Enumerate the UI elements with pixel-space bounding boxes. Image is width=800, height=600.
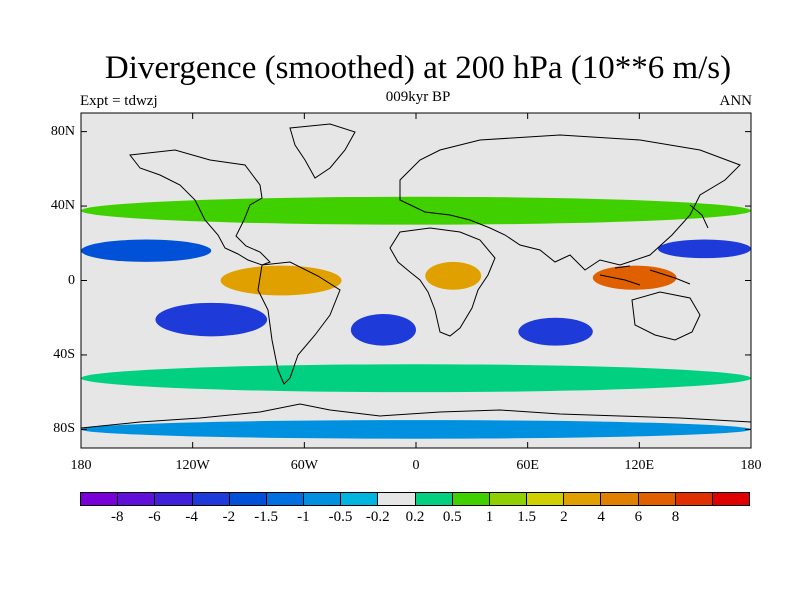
- lat-tick-label: 80N: [50, 123, 75, 139]
- colorbar-swatch: [489, 493, 528, 505]
- colorbar-swatch: [155, 493, 193, 505]
- coastline-eurasia: [399, 134, 741, 271]
- colorbar-swatch: [675, 493, 713, 505]
- colorbar-label: 2: [560, 509, 568, 525]
- field-sh-midlat-divergence: [81, 364, 751, 393]
- colorbar-swatch: [229, 493, 267, 505]
- colorbar-swatch: [712, 493, 750, 505]
- field-maritime-continent-divergence: [592, 265, 677, 290]
- colorbar-swatch: [415, 493, 453, 505]
- coastline-layer: [81, 123, 751, 429]
- coastline-north-america: [129, 149, 271, 266]
- colorbar-swatch: [341, 493, 379, 505]
- season-label: ANN: [719, 93, 753, 109]
- coastline-africa: [389, 227, 496, 337]
- map-subtitle: 009kyr BP: [385, 89, 451, 105]
- map-title: Divergence (smoothed) at 200 hPa (10**6 …: [104, 50, 732, 86]
- lon-tick-label: 180: [740, 458, 762, 473]
- field-antarctic-band: [81, 420, 751, 439]
- colorbar-swatch: [266, 493, 305, 505]
- colorbar: [80, 492, 750, 506]
- field-africa-divergence: [425, 261, 482, 290]
- colorbar-swatch: [564, 493, 602, 505]
- colorbar-swatch: [81, 493, 119, 505]
- lon-tick-label: 60W: [290, 458, 318, 473]
- lat-tick-label: 40S: [53, 346, 75, 362]
- coastline-indonesia: [599, 265, 691, 286]
- colorbar-swatch: [527, 493, 565, 505]
- colorbar-swatch: [118, 493, 156, 505]
- experiment-label: Expt = tdwzj: [80, 93, 158, 109]
- lon-tick-label: 120W: [175, 458, 210, 473]
- colorbar-label: -2: [222, 509, 236, 525]
- lat-tick-label: 40N: [50, 198, 75, 214]
- colorbar-label: 0.2: [405, 509, 425, 525]
- lon-tick-label: 120E: [624, 458, 655, 473]
- lon-tick-label: 180: [70, 458, 92, 473]
- field-atlantic-convergence: [350, 314, 416, 346]
- colorbar-label: 1: [485, 509, 494, 525]
- colorbar-label: 8: [671, 509, 680, 525]
- field-tropical-convergence-band-north: [81, 239, 212, 262]
- field-westpac-convergence: [657, 239, 751, 259]
- lat-tick-label: 80S: [53, 421, 75, 437]
- colorbar-label: -8: [110, 509, 124, 525]
- colorbar-swatch: [304, 493, 342, 505]
- lat-tick-label: 0: [68, 272, 75, 288]
- lon-tick-label: 60E: [516, 458, 539, 473]
- colorbar-swatch: [601, 493, 639, 505]
- coastline-antarctica: [81, 403, 751, 429]
- field-southpac-convergence: [155, 302, 268, 337]
- lon-tick-label: 0: [412, 458, 420, 473]
- colorbar-label: 6: [634, 509, 643, 525]
- colorbar-label: -0.2: [365, 509, 390, 525]
- colorbar-swatch: [378, 493, 416, 505]
- axis-ticks: [80, 113, 752, 448]
- colorbar-label: 1.5: [517, 509, 537, 525]
- colorbar-label: -1: [297, 509, 310, 525]
- coastline-greenland: [289, 123, 356, 179]
- colorbar-label: -0.5: [328, 509, 353, 525]
- colorbar-label: 0.5: [442, 509, 462, 525]
- field-eastpac-divergence: [220, 265, 342, 296]
- coastline-south-america: [257, 261, 341, 385]
- field-nh-midlat-divergence: [81, 196, 751, 225]
- colorbar-label: -6: [148, 509, 161, 525]
- colorbar-swatch: [452, 493, 490, 505]
- colorbar-label: -1.5: [254, 509, 278, 525]
- field-indian-ocean-convergence: [518, 317, 593, 346]
- colorbar-label: -4: [185, 509, 198, 525]
- coastline-japan: [689, 204, 709, 229]
- colorbar-label: 4: [597, 509, 605, 525]
- colorbar-swatch: [192, 493, 230, 505]
- coastline-australia: [631, 291, 701, 341]
- colorbar-swatch: [638, 493, 676, 505]
